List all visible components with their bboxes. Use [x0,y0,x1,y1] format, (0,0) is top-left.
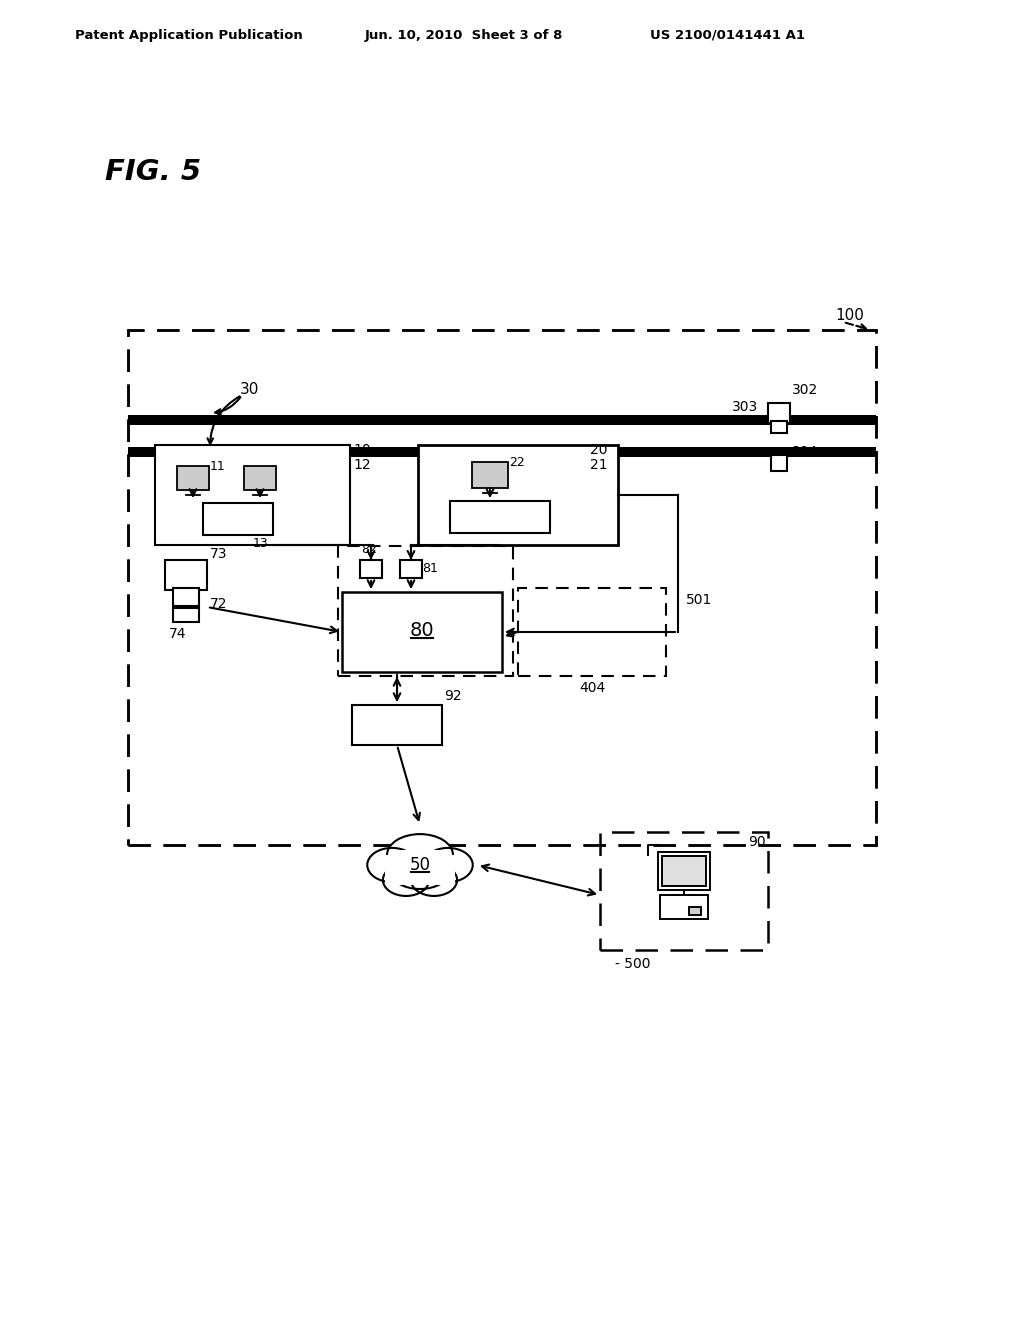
Bar [689,907,701,915]
Text: 100: 100 [835,308,864,322]
Bar [128,447,876,457]
Text: 13: 13 [252,537,268,550]
Text: 82: 82 [361,543,377,556]
Text: 21: 21 [590,458,607,473]
Bar [450,502,550,533]
Bar [342,591,502,672]
Text: 12: 12 [353,458,371,473]
Bar [660,895,708,919]
Bar [155,445,350,545]
Bar [352,705,442,744]
Text: 90: 90 [748,836,766,849]
Bar [128,414,876,425]
Text: - 500: - 500 [615,957,650,972]
Bar [418,445,618,545]
Text: Patent Application Publication: Patent Application Publication [75,29,303,41]
Text: 20: 20 [590,444,607,457]
Bar [662,855,706,886]
Bar [771,421,787,433]
Text: 22: 22 [509,455,524,469]
Text: 73: 73 [210,546,227,561]
Bar [128,330,876,845]
Text: 80: 80 [410,620,434,639]
Bar [600,832,768,950]
Text: 92: 92 [444,689,462,704]
Text: 303: 303 [732,400,758,414]
Text: 304: 304 [792,445,818,459]
Bar [338,546,513,676]
Bar [177,466,209,490]
Bar [385,855,455,884]
Text: 404: 404 [579,681,605,696]
Bar [173,609,199,622]
Bar [768,403,790,422]
Text: 50: 50 [410,855,430,874]
Bar [395,850,445,870]
Ellipse shape [423,847,473,882]
Text: US 2100/0141441 A1: US 2100/0141441 A1 [650,29,805,41]
Text: FIG. 5: FIG. 5 [105,158,201,186]
Bar [173,587,199,606]
Text: 501: 501 [686,593,713,607]
Bar [360,560,382,578]
Bar [518,587,666,676]
Text: 10: 10 [353,444,371,457]
Text: 30: 30 [240,383,259,397]
Ellipse shape [390,851,451,888]
Bar [472,462,508,488]
Bar [128,330,876,845]
Text: 302: 302 [792,383,818,397]
Ellipse shape [368,847,417,882]
Ellipse shape [387,834,453,876]
Bar [771,455,787,471]
Bar [203,503,273,535]
Bar [165,560,207,590]
Text: 72: 72 [210,597,227,611]
Text: 11: 11 [210,459,225,473]
Text: 81: 81 [422,562,438,576]
Bar [400,560,422,578]
Ellipse shape [383,865,429,896]
Ellipse shape [411,865,457,896]
Bar [244,466,276,490]
Text: Jun. 10, 2010  Sheet 3 of 8: Jun. 10, 2010 Sheet 3 of 8 [365,29,563,41]
Text: 74: 74 [169,627,186,642]
Bar [658,851,710,890]
